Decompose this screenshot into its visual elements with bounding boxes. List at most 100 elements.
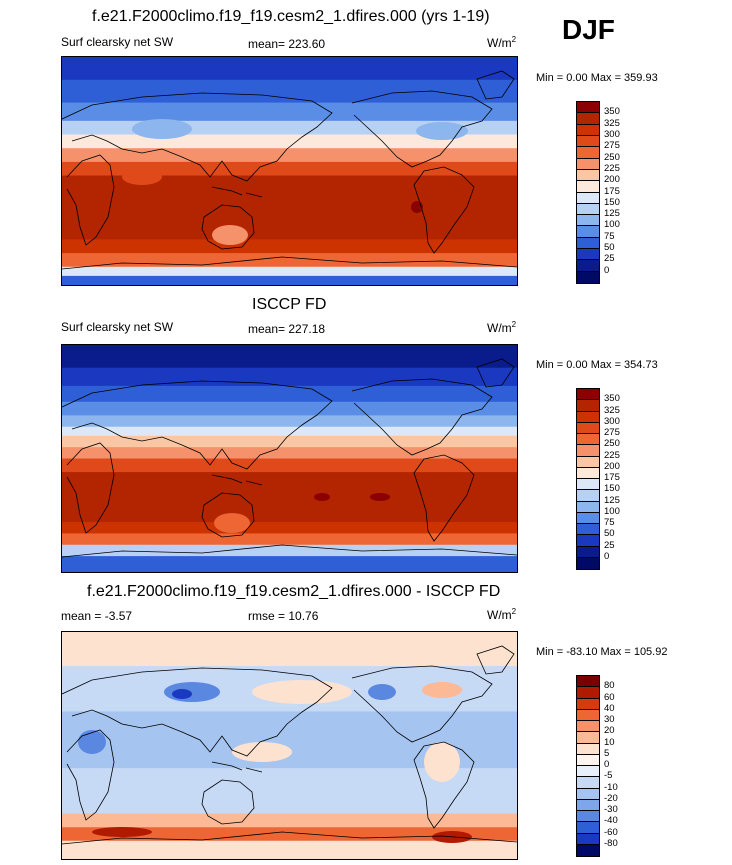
colorbar-tick-label: 175 [604, 472, 620, 483]
colorbar-tick-label: 50 [604, 528, 615, 540]
colorbar-tick-label: 0 [604, 264, 610, 276]
panel1-map-svg [62, 57, 517, 285]
colorbar-swatch [577, 113, 599, 125]
colorbar-tick-label: 60 [604, 691, 615, 703]
colorbar-tick-label: 275 [604, 140, 620, 152]
colorbar-swatch [577, 557, 599, 569]
colorbar-swatch [577, 237, 599, 250]
colorbar-tick-label: 75 [604, 517, 615, 528]
panel2-units: W/m2 [487, 320, 517, 335]
colorbar-tick-label: 325 [604, 404, 620, 416]
colorbar-swatch [577, 676, 599, 688]
colorbar-tick-label: 125 [604, 208, 620, 220]
colorbar-swatch [577, 456, 599, 468]
colorbar-tick-label: 40 [604, 702, 615, 714]
panel2-title: ISCCP FD [252, 296, 327, 313]
colorbar-swatch [577, 260, 599, 272]
panel1-title: f.e21.F2000climo.f19_f19.cesm2_1.dfires.… [92, 8, 490, 25]
colorbar-tick-label: 175 [604, 185, 620, 197]
colorbar-swatch [577, 732, 599, 744]
colorbar-swatch [577, 389, 599, 401]
colorbar-tick-label: 0 [604, 759, 610, 770]
colorbar-swatch [577, 535, 599, 547]
panel1-map [61, 56, 518, 286]
colorbar-swatch [577, 147, 599, 159]
colorbar-tick-label: 25 [604, 253, 615, 265]
colorbar-tick-label: 225 [604, 449, 620, 461]
colorbar-tick-label: 80 [604, 680, 615, 692]
colorbar-tick-label: -40 [604, 815, 618, 827]
colorbar-swatch [577, 181, 599, 193]
panel1-units: W/m2 [487, 35, 517, 50]
colorbar-swatch [577, 777, 599, 789]
panel1-mean: mean= 223.60 [248, 37, 326, 51]
colorbar-swatch [577, 158, 599, 170]
panel3-map [61, 631, 518, 860]
colorbar-swatch [577, 546, 599, 558]
colorbar-tick-label: -10 [604, 781, 618, 793]
colorbar-swatch [577, 467, 599, 479]
colorbar-tick-label: 100 [604, 505, 620, 517]
colorbar-swatch [577, 249, 599, 261]
colorbar-tick-label: 300 [604, 415, 620, 427]
colorbar-tick-label: 20 [604, 725, 615, 737]
panel3-mean: mean = -3.57 [61, 609, 133, 623]
colorbar-swatch [577, 411, 599, 423]
colorbar-tick-label: 75 [604, 230, 615, 242]
colorbar-swatch [577, 422, 599, 434]
colorbar-tick-label: 250 [604, 151, 620, 163]
colorbar-tick-label: 150 [604, 483, 620, 495]
colorbar-tick-label: 0 [604, 550, 610, 562]
colorbar-tick-label: 50 [604, 242, 615, 254]
colorbar-swatch [577, 766, 599, 778]
colorbar-swatch [577, 698, 599, 710]
colorbar-tick-label: -80 [604, 837, 618, 849]
colorbar-tick-label: 100 [604, 219, 620, 231]
colorbar-tick-label: 5 [604, 747, 610, 759]
panel2-minmax: Min = 0.00 Max = 354.73 [536, 359, 658, 371]
colorbar-swatch [577, 445, 599, 457]
colorbar-swatch [577, 203, 599, 216]
colorbar-swatch [577, 271, 599, 283]
colorbar-swatch [577, 844, 599, 856]
colorbar-tick-label: 350 [604, 393, 620, 405]
colorbar-swatch [577, 226, 599, 238]
colorbar-tick-label: 250 [604, 438, 620, 450]
panel2-mean: mean= 227.18 [248, 322, 326, 336]
colorbar-swatch [577, 721, 599, 733]
colorbar-swatch [577, 102, 599, 114]
colorbar-swatch [577, 169, 599, 182]
season-label: DJF [562, 14, 615, 45]
colorbar-tick-label: -5 [604, 770, 613, 782]
colorbar-swatch [577, 811, 599, 823]
colorbar-swatch [577, 512, 599, 524]
colorbar-swatch [577, 524, 599, 536]
panel3-units: W/m2 [487, 607, 517, 622]
colorbar-tick-label: 275 [604, 427, 620, 438]
colorbar-swatch [577, 822, 599, 834]
panel1-colorbar [576, 101, 600, 284]
colorbar-swatch [577, 687, 599, 699]
colorbar-swatch [577, 479, 599, 491]
colorbar-tick-label: -30 [604, 804, 618, 815]
panel2-map [61, 344, 518, 573]
colorbar-tick-label: 25 [604, 539, 615, 551]
panel2-colorbar [576, 388, 600, 570]
colorbar-swatch [577, 788, 599, 800]
colorbar-swatch [577, 215, 599, 227]
colorbar-tick-label: 10 [604, 736, 615, 748]
colorbar-swatch [577, 709, 599, 721]
colorbar-tick-label: 325 [604, 117, 620, 129]
panel1-field-label: Surf clearsky net SW [61, 35, 174, 49]
panel3-minmax: Min = -83.10 Max = 105.92 [536, 646, 668, 658]
colorbar-swatch [577, 833, 599, 845]
colorbar-swatch [577, 135, 599, 148]
panel2-map-svg [62, 345, 517, 572]
panel1-minmax: Min = 0.00 Max = 359.93 [536, 72, 658, 84]
panel3-rmse: rmse = 10.76 [248, 609, 319, 623]
panel3-colorbar [576, 675, 600, 857]
colorbar-tick-label: -20 [604, 792, 618, 804]
colorbar-tick-label: 225 [604, 162, 620, 174]
colorbar-tick-label: 30 [604, 714, 615, 725]
colorbar-swatch [577, 743, 599, 755]
